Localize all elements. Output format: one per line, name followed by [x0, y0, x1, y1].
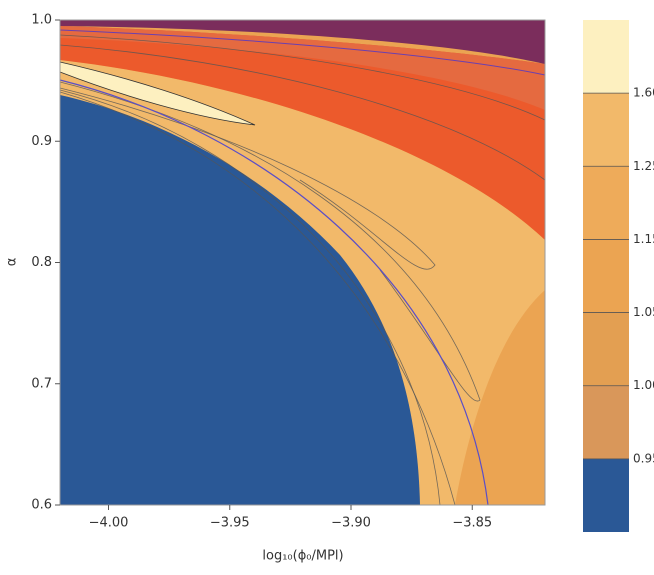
- region: [60, 20, 545, 64]
- region: [60, 26, 545, 110]
- region: [59, 61, 256, 126]
- colorbar-band: [583, 20, 629, 94]
- colorbar-tick-label: 1.00: [633, 378, 654, 392]
- contour-line: [59, 91, 456, 506]
- colorbar-tick-label: 1.60: [633, 86, 654, 100]
- colorbar-band: [583, 239, 629, 313]
- region: [60, 60, 545, 505]
- colorbar-band: [583, 458, 629, 532]
- colorbar-band: [583, 312, 629, 386]
- y-tick-label: 1.0: [31, 13, 52, 28]
- x-tick-label: −3.85: [452, 516, 492, 531]
- y-tick-label: 0.7: [31, 376, 52, 391]
- colorbar-tick-label: 1.15: [633, 232, 654, 246]
- colorbar-tick-label: 1.05: [633, 305, 654, 319]
- colorbar-band: [583, 385, 629, 459]
- contour-line: [59, 79, 489, 506]
- contour-line: [59, 44, 546, 181]
- colorbar-tick-label: 1.25: [633, 159, 654, 173]
- y-tick-label: 0.6: [31, 498, 52, 513]
- x-tick-label: −4.00: [89, 516, 129, 531]
- y-tick-label: 0.9: [31, 134, 52, 149]
- x-tick-label: −3.95: [210, 516, 250, 531]
- x-axis-label: log₁₀(ϕ₀/MPl): [262, 549, 343, 564]
- y-axis-label: α: [5, 258, 20, 267]
- colorbar-band: [583, 93, 629, 167]
- contour-line: [59, 34, 546, 121]
- region: [60, 95, 420, 505]
- y-tick-label: 0.8: [31, 255, 52, 270]
- contour-line: [59, 29, 546, 76]
- x-tick-label: −3.90: [331, 516, 371, 531]
- plot-regions: [59, 19, 546, 506]
- region: [60, 26, 545, 240]
- colorbar-tick-label: 0.95: [633, 451, 654, 465]
- contour-line: [59, 89, 441, 506]
- colorbar-band: [583, 166, 629, 240]
